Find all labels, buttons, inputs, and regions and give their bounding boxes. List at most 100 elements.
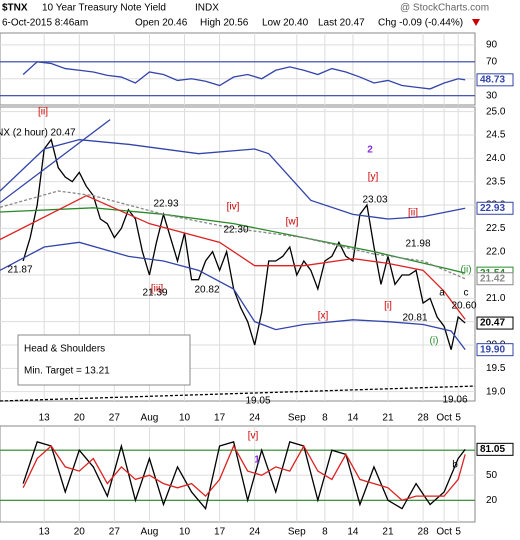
x-tick-label: Aug	[141, 413, 159, 424]
annotation: [ii]	[408, 208, 418, 219]
x-tick-label: 17	[214, 413, 226, 424]
x-tick-label: 8	[322, 527, 328, 538]
y-tick-label: 19.0	[486, 386, 506, 397]
end-label-box	[476, 343, 514, 357]
series-line	[22, 444, 466, 502]
y-tick-label: 21.0	[486, 293, 506, 304]
x-tick-label: 21	[382, 527, 394, 538]
annotation: 19.06	[442, 395, 467, 406]
y-tick-label: 19.5	[486, 363, 506, 374]
down-arrow	[472, 19, 480, 26]
annotation: (i)	[430, 336, 439, 347]
note-text: Head & Shoulders	[24, 344, 105, 355]
note-text: Min. Target = 13.21	[24, 366, 110, 377]
low: Low 20.40	[262, 18, 309, 29]
panel-frame	[0, 425, 476, 523]
annotation: [w]	[286, 217, 299, 228]
annotation: a	[439, 288, 445, 299]
x-tick-label: 8	[322, 413, 328, 424]
annotation: 20.60	[451, 301, 476, 312]
y-tick-label: 90	[486, 39, 498, 50]
y-tick-label: 24.0	[486, 153, 506, 164]
y-tick-label: 30	[486, 90, 498, 101]
end-label: 20.47	[480, 318, 505, 329]
x-tick-label: 21	[382, 413, 394, 424]
note-box	[17, 334, 191, 386]
x-tick-label: 24	[249, 413, 261, 424]
series-line	[0, 119, 111, 204]
annotation: 21.98	[405, 239, 430, 250]
exchange: INDX	[195, 3, 219, 14]
series-line	[22, 61, 466, 90]
x-tick-label: Oct	[436, 413, 452, 424]
y-tick-label: 70	[486, 56, 498, 67]
series-line	[0, 139, 466, 220]
series-line	[0, 194, 466, 320]
high: High 20.56	[200, 18, 249, 29]
watermark: @ StockCharts.com	[400, 3, 489, 14]
x-tick-label: 5	[455, 413, 461, 424]
y-tick-label: 50	[486, 470, 498, 481]
annotation: b	[452, 460, 458, 471]
x-tick-label: 13	[39, 413, 51, 424]
annotation: [v]	[248, 431, 259, 442]
x-tick-label: 28	[418, 527, 430, 538]
panel-frame	[0, 106, 476, 402]
panel-frame	[0, 32, 476, 106]
x-tick-label: 20	[74, 527, 86, 538]
y-tick-label: 23.5	[486, 176, 506, 187]
annotation: [iii]	[151, 284, 163, 295]
annotation: [ii]	[38, 107, 48, 118]
last: Last 20.47	[318, 18, 365, 29]
annotation: 2	[367, 145, 373, 156]
symbol: $TNX	[2, 3, 28, 14]
x-tick-label: 13	[39, 527, 51, 538]
annotation: 20.81	[402, 313, 427, 324]
annotation: (ii)	[460, 265, 471, 276]
annotation: $TNX (2 hour) 20.47	[0, 128, 76, 139]
annotation: 19.05	[245, 396, 270, 407]
y-tick-label: 22.0	[486, 246, 506, 257]
annotation: [iv]	[227, 202, 240, 213]
annotation: 21.39	[142, 288, 167, 299]
annotation: c	[464, 288, 469, 299]
series-line	[0, 241, 466, 351]
end-label-box	[476, 73, 514, 87]
end-label: 22.93	[480, 203, 505, 214]
x-tick-label: 20	[74, 413, 86, 424]
x-tick-label: 5	[455, 527, 461, 538]
end-label: 19.90	[480, 344, 505, 355]
open: Open 20.46	[135, 18, 188, 29]
annotation: 21.87	[7, 265, 32, 276]
end-label: 48.73	[480, 74, 505, 85]
y-tick-label: 20	[486, 495, 498, 506]
y-tick-label: 22.5	[486, 223, 506, 234]
x-tick-label: 14	[347, 413, 359, 424]
x-tick-label: 17	[214, 527, 226, 538]
x-tick-label: 10	[179, 527, 191, 538]
x-tick-label: Sep	[288, 527, 306, 538]
change: Chg -0.09 (-0.44%)	[378, 18, 463, 29]
x-tick-label: 14	[347, 527, 359, 538]
x-tick-label: 27	[109, 527, 121, 538]
x-tick-label: Oct	[436, 527, 452, 538]
date: 6-Oct-2015 8:46am	[2, 18, 88, 29]
y-tick-label: 24.5	[486, 130, 506, 141]
x-tick-label: 27	[109, 413, 121, 424]
series-line	[22, 138, 466, 350]
x-tick-label: 10	[179, 413, 191, 424]
name: 10 Year Treasury Note Yield	[42, 3, 166, 14]
annotation: 22.30	[223, 225, 248, 236]
end-label-box	[476, 316, 514, 330]
annotation: 23.03	[362, 195, 387, 206]
annotation: 1	[254, 455, 260, 466]
series-line	[22, 441, 466, 511]
x-tick-label: Aug	[141, 527, 159, 538]
end-label-box	[476, 201, 514, 215]
x-tick-label: Sep	[288, 413, 306, 424]
annotation: [x]	[318, 311, 329, 322]
end-label: 81.05	[480, 444, 505, 455]
x-tick-label: 24	[249, 527, 261, 538]
